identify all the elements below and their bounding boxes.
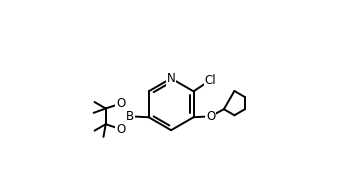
- Text: Cl: Cl: [205, 74, 216, 87]
- Text: B: B: [126, 110, 134, 123]
- Text: O: O: [206, 110, 215, 123]
- Text: N: N: [167, 72, 175, 85]
- Text: O: O: [116, 97, 125, 110]
- Text: O: O: [116, 123, 125, 136]
